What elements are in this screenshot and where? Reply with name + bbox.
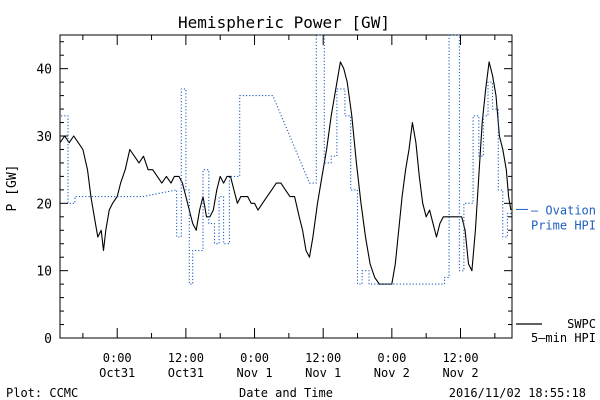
x-tick-label-date: Nov 2 [442,366,478,380]
x-tick-label-date: Nov 1 [305,366,341,380]
legend-label-ovation-2: Prime HPI [531,218,596,232]
x-tick-label-time: 12:00 [168,351,204,365]
legend-label-ovation: – Ovation [531,203,596,217]
x-axis-label: Date and Time [239,386,333,400]
x-tick-label-time: 12:00 [442,351,478,365]
legend-label-swpc: SWPC [567,317,596,331]
y-axis-label: P [GW] [5,165,20,212]
plot-frame [59,34,513,339]
series-layer [59,34,512,285]
chart-title: Hemispheric Power [GW] [178,13,390,32]
x-tick-label-date: Oct31 [168,366,204,380]
series-line-ovation [61,34,512,285]
timestamp: 2016/11/02 18:55:18 [449,386,586,400]
legend-label-swpc-2: 5–min HPI [531,331,596,345]
y-tick-label: 20 [36,197,52,212]
x-tick-label-time: 0:00 [240,351,269,365]
y-tick-label: 0 [44,332,52,347]
y-tick-label: 10 [36,265,52,280]
y-tick-label: 40 [36,63,52,78]
x-tick-label-date: Oct31 [99,366,135,380]
x-tick-label-date: Nov 1 [236,366,272,380]
x-tick-label-time: 12:00 [305,351,341,365]
plot-credit: Plot: CCMC [6,386,78,400]
x-tick-label-date: Nov 2 [374,366,410,380]
y-tick-label: 30 [36,130,52,145]
x-tick-label-time: 0:00 [377,351,406,365]
x-tick-label-time: 0:00 [103,351,132,365]
series-line-swpc [59,61,512,285]
